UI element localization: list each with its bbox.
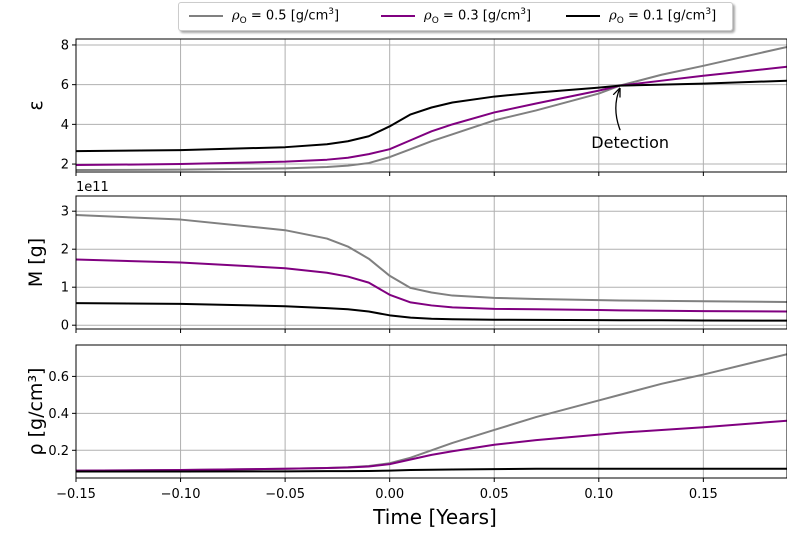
legend-entry: ρO = 0.3 [g/cm3] — [373, 7, 531, 26]
y-axis-label: M [g] — [25, 238, 47, 287]
axes-frame — [75, 38, 787, 173]
panel-2: 0.2 0.4 0.6ρ [g/cm³] — [25, 344, 787, 482]
y-tick-label: 6 — [61, 78, 69, 93]
series-group — [76, 214, 787, 322]
x-tick-label: −0.10 — [161, 487, 201, 502]
legend-swatch — [381, 15, 416, 18]
series-line-2 — [76, 79, 787, 153]
x-tick-label: 0.10 — [584, 487, 613, 502]
legend-label: ρO = 0.1 [g/cm3] — [609, 7, 717, 26]
x-axis-label: Time [Years] — [372, 505, 497, 529]
y-tick-label: 2 — [61, 243, 69, 258]
axes-frame — [75, 344, 787, 479]
legend-swatch — [566, 15, 601, 18]
x-tick-label: −0.05 — [265, 487, 305, 502]
legend: ρO = 0.5 [g/cm3] ρO = 0.3 [g/cm3] ρO = 0.1… — [178, 2, 733, 31]
series-group — [76, 353, 787, 473]
panel-1: 0 1 2 3 M [g] 1e11 — [25, 180, 787, 334]
y-tick-label: 8 — [61, 38, 69, 53]
y-axis-label: ε — [25, 100, 47, 110]
y-tick-label: 4 — [61, 118, 69, 133]
annotation-label: Detection — [591, 133, 669, 152]
legend-entry: ρO = 0.5 [g/cm3] — [181, 7, 339, 26]
y-tick-label: 0.4 — [48, 407, 69, 422]
series-group — [76, 45, 787, 172]
y-tick-label: 1 — [61, 281, 69, 296]
y-tick-label: 0.6 — [48, 370, 69, 385]
series-line-1 — [76, 65, 787, 167]
series-line-1 — [76, 419, 787, 472]
y-tick-label: 2 — [61, 158, 69, 173]
series-line-2 — [76, 467, 787, 473]
panel-0: 2 4 6 8 ε Detection — [25, 38, 787, 176]
x-tick-label: 0.05 — [480, 487, 509, 502]
y-tick-label: 3 — [61, 205, 69, 220]
y-axis-label: ρ [g/cm³] — [25, 368, 47, 456]
x-tick-label: 0.15 — [689, 487, 718, 502]
legend-entry: ρO = 0.1 [g/cm3] — [558, 7, 716, 26]
x-tick-label: −0.15 — [56, 487, 96, 502]
y-tick-label: 0 — [61, 319, 69, 334]
legend-label: ρO = 0.5 [g/cm3] — [232, 7, 340, 26]
axes-frame — [75, 195, 787, 330]
annotation-arrow — [616, 89, 621, 131]
y-tick-label: 0.2 — [48, 444, 69, 459]
legend-label: ρO = 0.3 [g/cm3] — [424, 7, 532, 26]
series-line-0 — [76, 45, 787, 172]
legend-swatch — [189, 15, 223, 18]
series-line-0 — [76, 353, 787, 472]
series-line-2 — [76, 302, 787, 322]
x-tick-label: 0.00 — [375, 487, 404, 502]
series-line-0 — [76, 214, 787, 304]
series-line-1 — [76, 258, 787, 313]
offset-text: 1e11 — [76, 180, 109, 195]
